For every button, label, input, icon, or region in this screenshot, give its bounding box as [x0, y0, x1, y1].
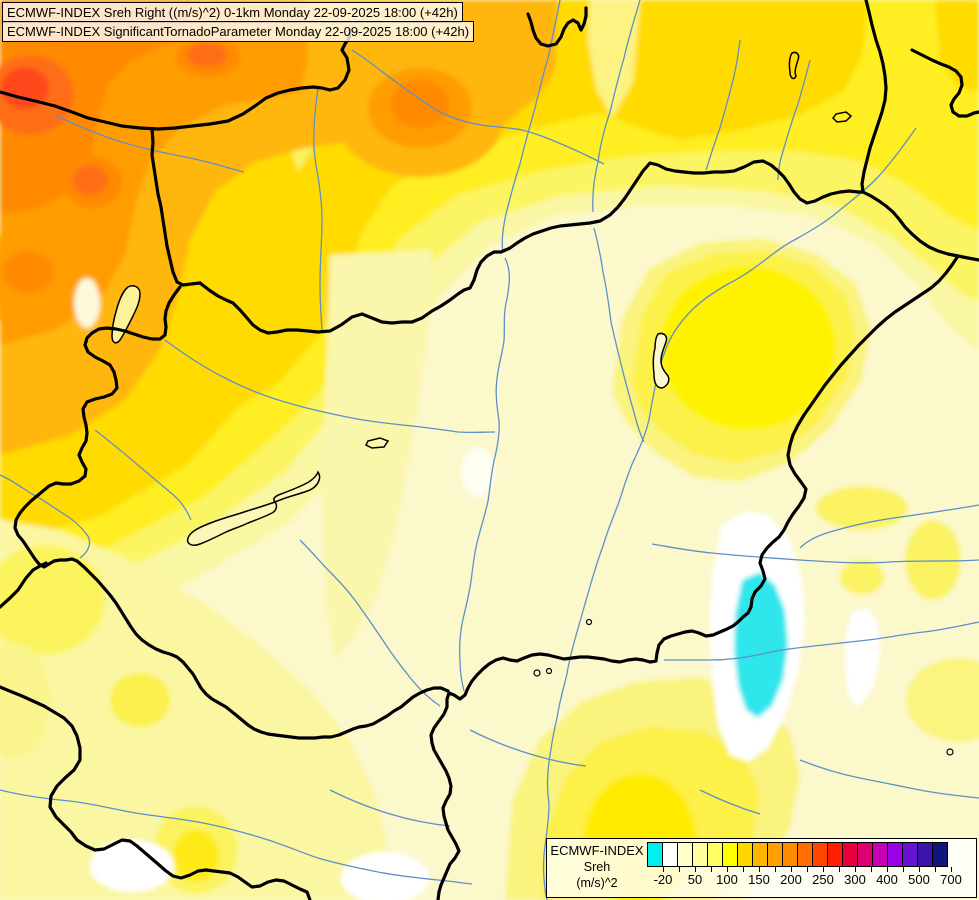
legend-swatch	[917, 842, 933, 867]
legend-tick-label: 200	[780, 872, 802, 887]
legend-tick	[679, 867, 680, 872]
legend-tick	[951, 867, 952, 872]
legend-model-name: ECMWF-INDEX	[550, 843, 644, 858]
legend-tick-label: 150	[748, 872, 770, 887]
legend-swatch	[857, 842, 873, 867]
legend-swatch	[887, 842, 903, 867]
legend-tick	[775, 867, 776, 872]
legend-tick	[919, 867, 920, 872]
legend-tick	[839, 867, 840, 872]
legend-swatch	[737, 842, 753, 867]
legend-swatch	[812, 842, 828, 867]
legend-swatch	[722, 842, 738, 867]
legend-tick	[759, 867, 760, 872]
legend-tick-label: 700	[940, 872, 962, 887]
legend-swatch	[842, 842, 858, 867]
legend-swatch	[692, 842, 708, 867]
legend-tick	[935, 867, 936, 872]
legend-swatch	[902, 842, 918, 867]
map-title-line1: ECMWF-INDEX Sreh Right ((m/s)^2) 0-1km M…	[2, 2, 463, 23]
legend-tick-label: -20	[653, 872, 673, 887]
legend-tick	[887, 867, 888, 872]
legend-tick-label: 300	[844, 872, 866, 887]
color-scale-legend: ECMWF-INDEX Sreh (m/s)^2 -20 50 100 150 200 2…	[546, 838, 977, 898]
legend-swatch	[827, 842, 843, 867]
legend-swatch	[932, 842, 948, 867]
legend-tick	[727, 867, 728, 872]
legend-colorbar	[647, 842, 948, 867]
legend-tick	[791, 867, 792, 872]
legend-tick-label: 400	[876, 872, 898, 887]
legend-tick	[695, 867, 696, 872]
legend-tick-label: 500	[908, 872, 930, 887]
legend-tick	[871, 867, 872, 872]
legend-swatch	[752, 842, 768, 867]
legend-swatch	[797, 842, 813, 867]
legend-tick	[855, 867, 856, 872]
legend-units: (m/s)^2	[576, 876, 618, 890]
legend-tick-label: 250	[812, 872, 834, 887]
legend-swatch	[662, 842, 678, 867]
legend-swatch	[872, 842, 888, 867]
legend-tick	[743, 867, 744, 872]
legend-swatch	[767, 842, 783, 867]
legend-tick	[663, 867, 664, 872]
legend-tick	[823, 867, 824, 872]
legend-tick-label: 50	[687, 872, 703, 887]
legend-tick	[807, 867, 808, 872]
legend-tick	[711, 867, 712, 872]
legend-parameter-name: Sreh	[583, 860, 611, 874]
legend-swatch	[647, 842, 663, 867]
legend-tick	[903, 867, 904, 872]
legend-swatch	[707, 842, 723, 867]
legend-swatch	[677, 842, 693, 867]
legend-swatch	[782, 842, 798, 867]
map-title-line2: ECMWF-INDEX SignificantTornadoParameter …	[2, 21, 475, 42]
legend-tick-label: 100	[716, 872, 738, 887]
legend-title-block: ECMWF-INDEX Sreh (m/s)^2	[547, 843, 647, 891]
